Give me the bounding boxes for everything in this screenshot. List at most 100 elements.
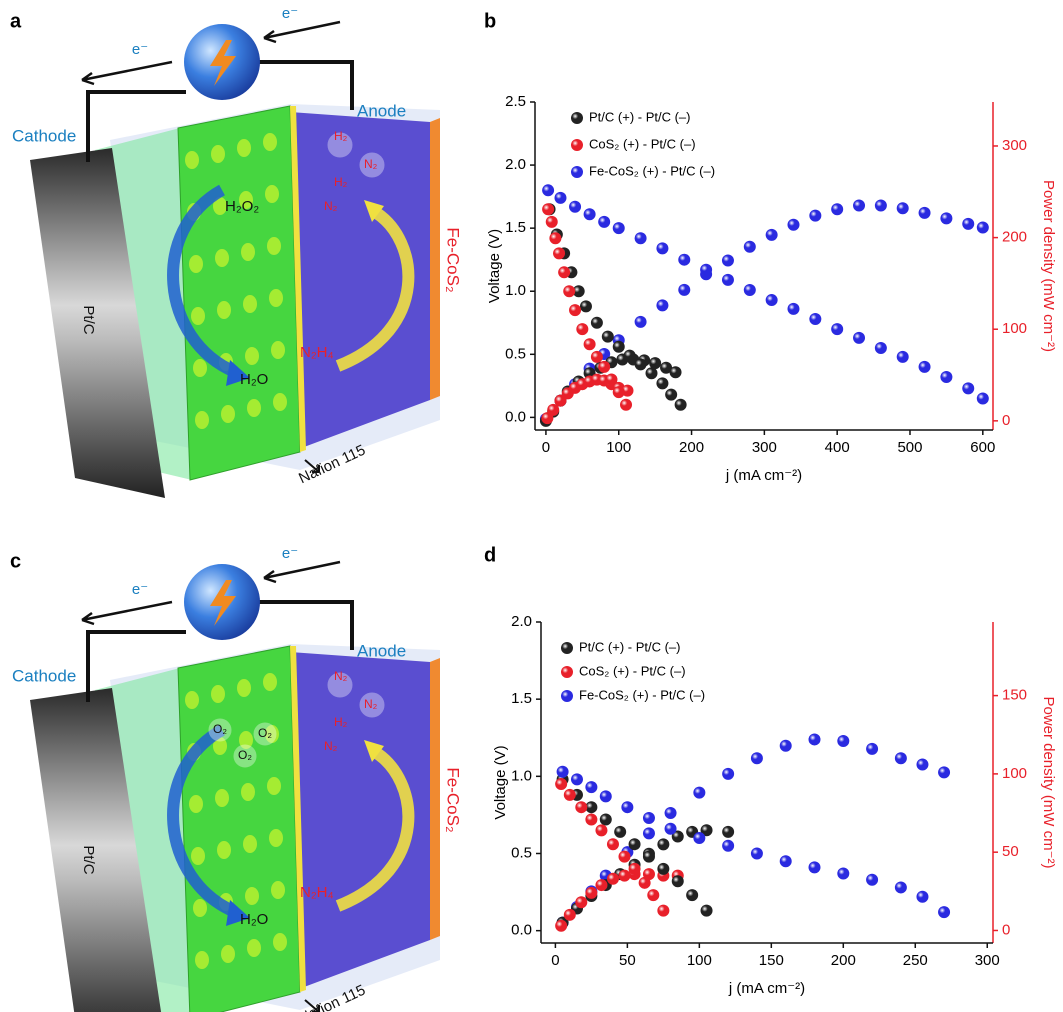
- legend-marker: [571, 166, 583, 178]
- y2-tick-label: 0: [1002, 412, 1010, 429]
- data-point: [977, 392, 989, 404]
- data-point: [584, 338, 596, 350]
- data-point: [665, 389, 677, 401]
- membrane-dot: [273, 393, 287, 411]
- anode-edge: [430, 658, 440, 940]
- membrane-dot: [267, 237, 281, 255]
- data-point: [600, 814, 612, 826]
- membrane-dot: [189, 795, 203, 813]
- cathode-label: Cathode: [12, 666, 76, 685]
- data-point: [656, 299, 668, 311]
- data-point: [576, 323, 588, 335]
- y-tick-label: 2.0: [505, 156, 526, 173]
- data-point: [607, 873, 619, 885]
- anode-label: Anode: [357, 641, 406, 660]
- data-point: [722, 768, 734, 780]
- y-tick-label: 1.0: [511, 767, 532, 784]
- membrane-dot: [217, 841, 231, 859]
- electron-label: e⁻: [282, 5, 298, 22]
- data-point: [940, 212, 952, 224]
- data-point: [563, 285, 575, 297]
- data-point: [643, 851, 655, 863]
- x-axis-title: j (mA cm⁻²): [728, 980, 805, 997]
- data-point: [938, 766, 950, 778]
- data-point: [549, 232, 561, 244]
- electron-arrow: [264, 22, 340, 42]
- electron-label: e⁻: [282, 545, 298, 562]
- data-point: [919, 207, 931, 219]
- diagram: ae⁻e⁻CathodeAnodePt/CH₂O₂H₂ON₂H₄H₂N₂H₂N₂…: [10, 5, 463, 498]
- data-point: [635, 358, 647, 370]
- data-point: [647, 889, 659, 901]
- data-point: [809, 861, 821, 873]
- membrane-dot: [273, 933, 287, 951]
- data-point: [853, 200, 865, 212]
- membrane-dot: [185, 691, 199, 709]
- membrane-dot: [271, 341, 285, 359]
- data-point: [657, 838, 669, 850]
- y2-tick-label: 300: [1002, 137, 1027, 154]
- data-point: [553, 247, 565, 259]
- membrane-dot: [221, 945, 235, 963]
- data-point: [962, 218, 974, 230]
- y-tick-label: 0.0: [505, 408, 526, 425]
- y-tick-label: 1.5: [505, 219, 526, 236]
- membrane-dot: [241, 243, 255, 261]
- data-point: [600, 790, 612, 802]
- membrane-dot: [243, 295, 257, 313]
- data-point: [866, 874, 878, 886]
- membrane-dot: [263, 133, 277, 151]
- x-tick-label: 150: [759, 952, 784, 969]
- data-point: [693, 787, 705, 799]
- data-point: [585, 781, 597, 793]
- catalyst-label: Fe-CoS₂: [444, 227, 463, 292]
- y2-tick-label: 150: [1002, 687, 1027, 704]
- panel-label: b: [484, 10, 496, 32]
- data-point: [916, 758, 928, 770]
- x-tick-label: 500: [897, 439, 922, 456]
- x-tick-label: 200: [679, 439, 704, 456]
- data-point: [554, 192, 566, 204]
- x-tick-label: 250: [903, 952, 928, 969]
- data-point: [613, 341, 625, 353]
- data-point: [686, 889, 698, 901]
- membrane-dot: [191, 307, 205, 325]
- data-point: [701, 905, 713, 917]
- x-tick-label: 200: [831, 952, 856, 969]
- data-point: [766, 294, 778, 306]
- data-point: [569, 201, 581, 213]
- membrane-dot: [195, 951, 209, 969]
- membrane-dot: [241, 783, 255, 801]
- data-point: [613, 386, 625, 398]
- data-point: [585, 887, 597, 899]
- membrane-dot: [237, 139, 251, 157]
- x-tick-label: 0: [551, 952, 559, 969]
- membrane-dot: [221, 405, 235, 423]
- x-tick-label: 600: [970, 439, 995, 456]
- data-point: [602, 331, 614, 343]
- data-point: [564, 789, 576, 801]
- data-point: [780, 855, 792, 867]
- y-tick-label: 2.5: [505, 93, 526, 110]
- bubble-label: O₂: [238, 748, 252, 762]
- data-point: [665, 823, 677, 835]
- gas-label: H₂: [334, 715, 348, 729]
- gas-label: H₂: [334, 175, 348, 189]
- legend-label: CoS₂ (+) - Pt/C (–): [579, 663, 686, 678]
- panel-label: a: [10, 10, 22, 32]
- data-point: [809, 210, 821, 222]
- data-point: [555, 920, 567, 932]
- data-point: [722, 255, 734, 267]
- y2-tick-label: 100: [1002, 765, 1027, 782]
- legend-marker: [561, 666, 573, 678]
- data-point: [569, 304, 581, 316]
- electrode-label: Pt/C: [80, 305, 97, 334]
- membrane-dot: [193, 899, 207, 917]
- data-point: [542, 203, 554, 215]
- panel-label: d: [484, 544, 496, 566]
- data-point: [766, 229, 778, 241]
- data-point: [722, 840, 734, 852]
- membrane-dot: [217, 301, 231, 319]
- data-point: [557, 766, 569, 778]
- gas-label: H₂: [334, 129, 348, 143]
